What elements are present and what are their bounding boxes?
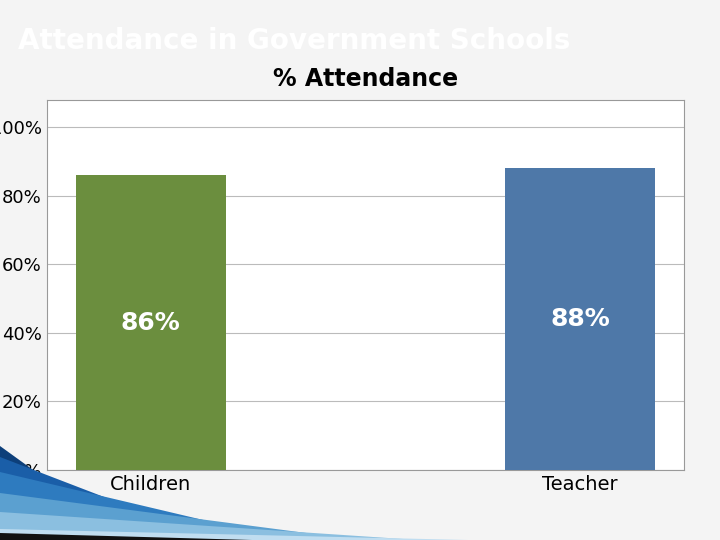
Polygon shape	[0, 446, 130, 540]
Text: 86%: 86%	[121, 310, 181, 334]
Polygon shape	[0, 472, 288, 540]
Bar	[76, 176, 226, 470]
Polygon shape	[0, 457, 216, 540]
Text: Attendance in Government Schools: Attendance in Government Schools	[18, 27, 570, 55]
Polygon shape	[0, 529, 468, 540]
Title: % Attendance: % Attendance	[273, 67, 458, 91]
Bar	[505, 168, 655, 470]
Polygon shape	[0, 534, 252, 540]
Text: 88%: 88%	[550, 307, 610, 331]
Polygon shape	[0, 492, 360, 540]
Polygon shape	[0, 512, 418, 540]
